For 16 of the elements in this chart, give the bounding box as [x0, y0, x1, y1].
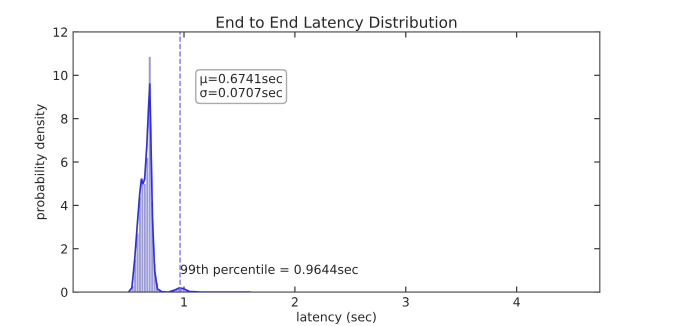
- x-tick-label: 2: [292, 297, 298, 306]
- y-tick-label: 0: [61, 288, 68, 298]
- x-axis-title: latency (sec): [297, 312, 376, 324]
- y-tick-label: 6: [61, 157, 68, 167]
- x-tick-label: 1: [181, 297, 187, 306]
- annotation: μ=0.6741sec σ=0.0707sec: [200, 74, 282, 98]
- y-tick-label: 10: [54, 70, 68, 80]
- y-tick-label: 2: [61, 244, 68, 254]
- y-axis-title: probability density: [34, 104, 47, 220]
- y-tick-label: 8: [61, 114, 68, 124]
- x-tick-label: 4: [513, 297, 520, 306]
- x-tick-label: 3: [402, 297, 409, 307]
- chart-title: End to End Latency Distribution: [216, 16, 456, 31]
- ref-line-label: 99th percentile = 0.9644sec: [180, 264, 358, 276]
- y-tick-label: 12: [54, 27, 68, 37]
- y-tick-label: 4: [60, 201, 68, 210]
